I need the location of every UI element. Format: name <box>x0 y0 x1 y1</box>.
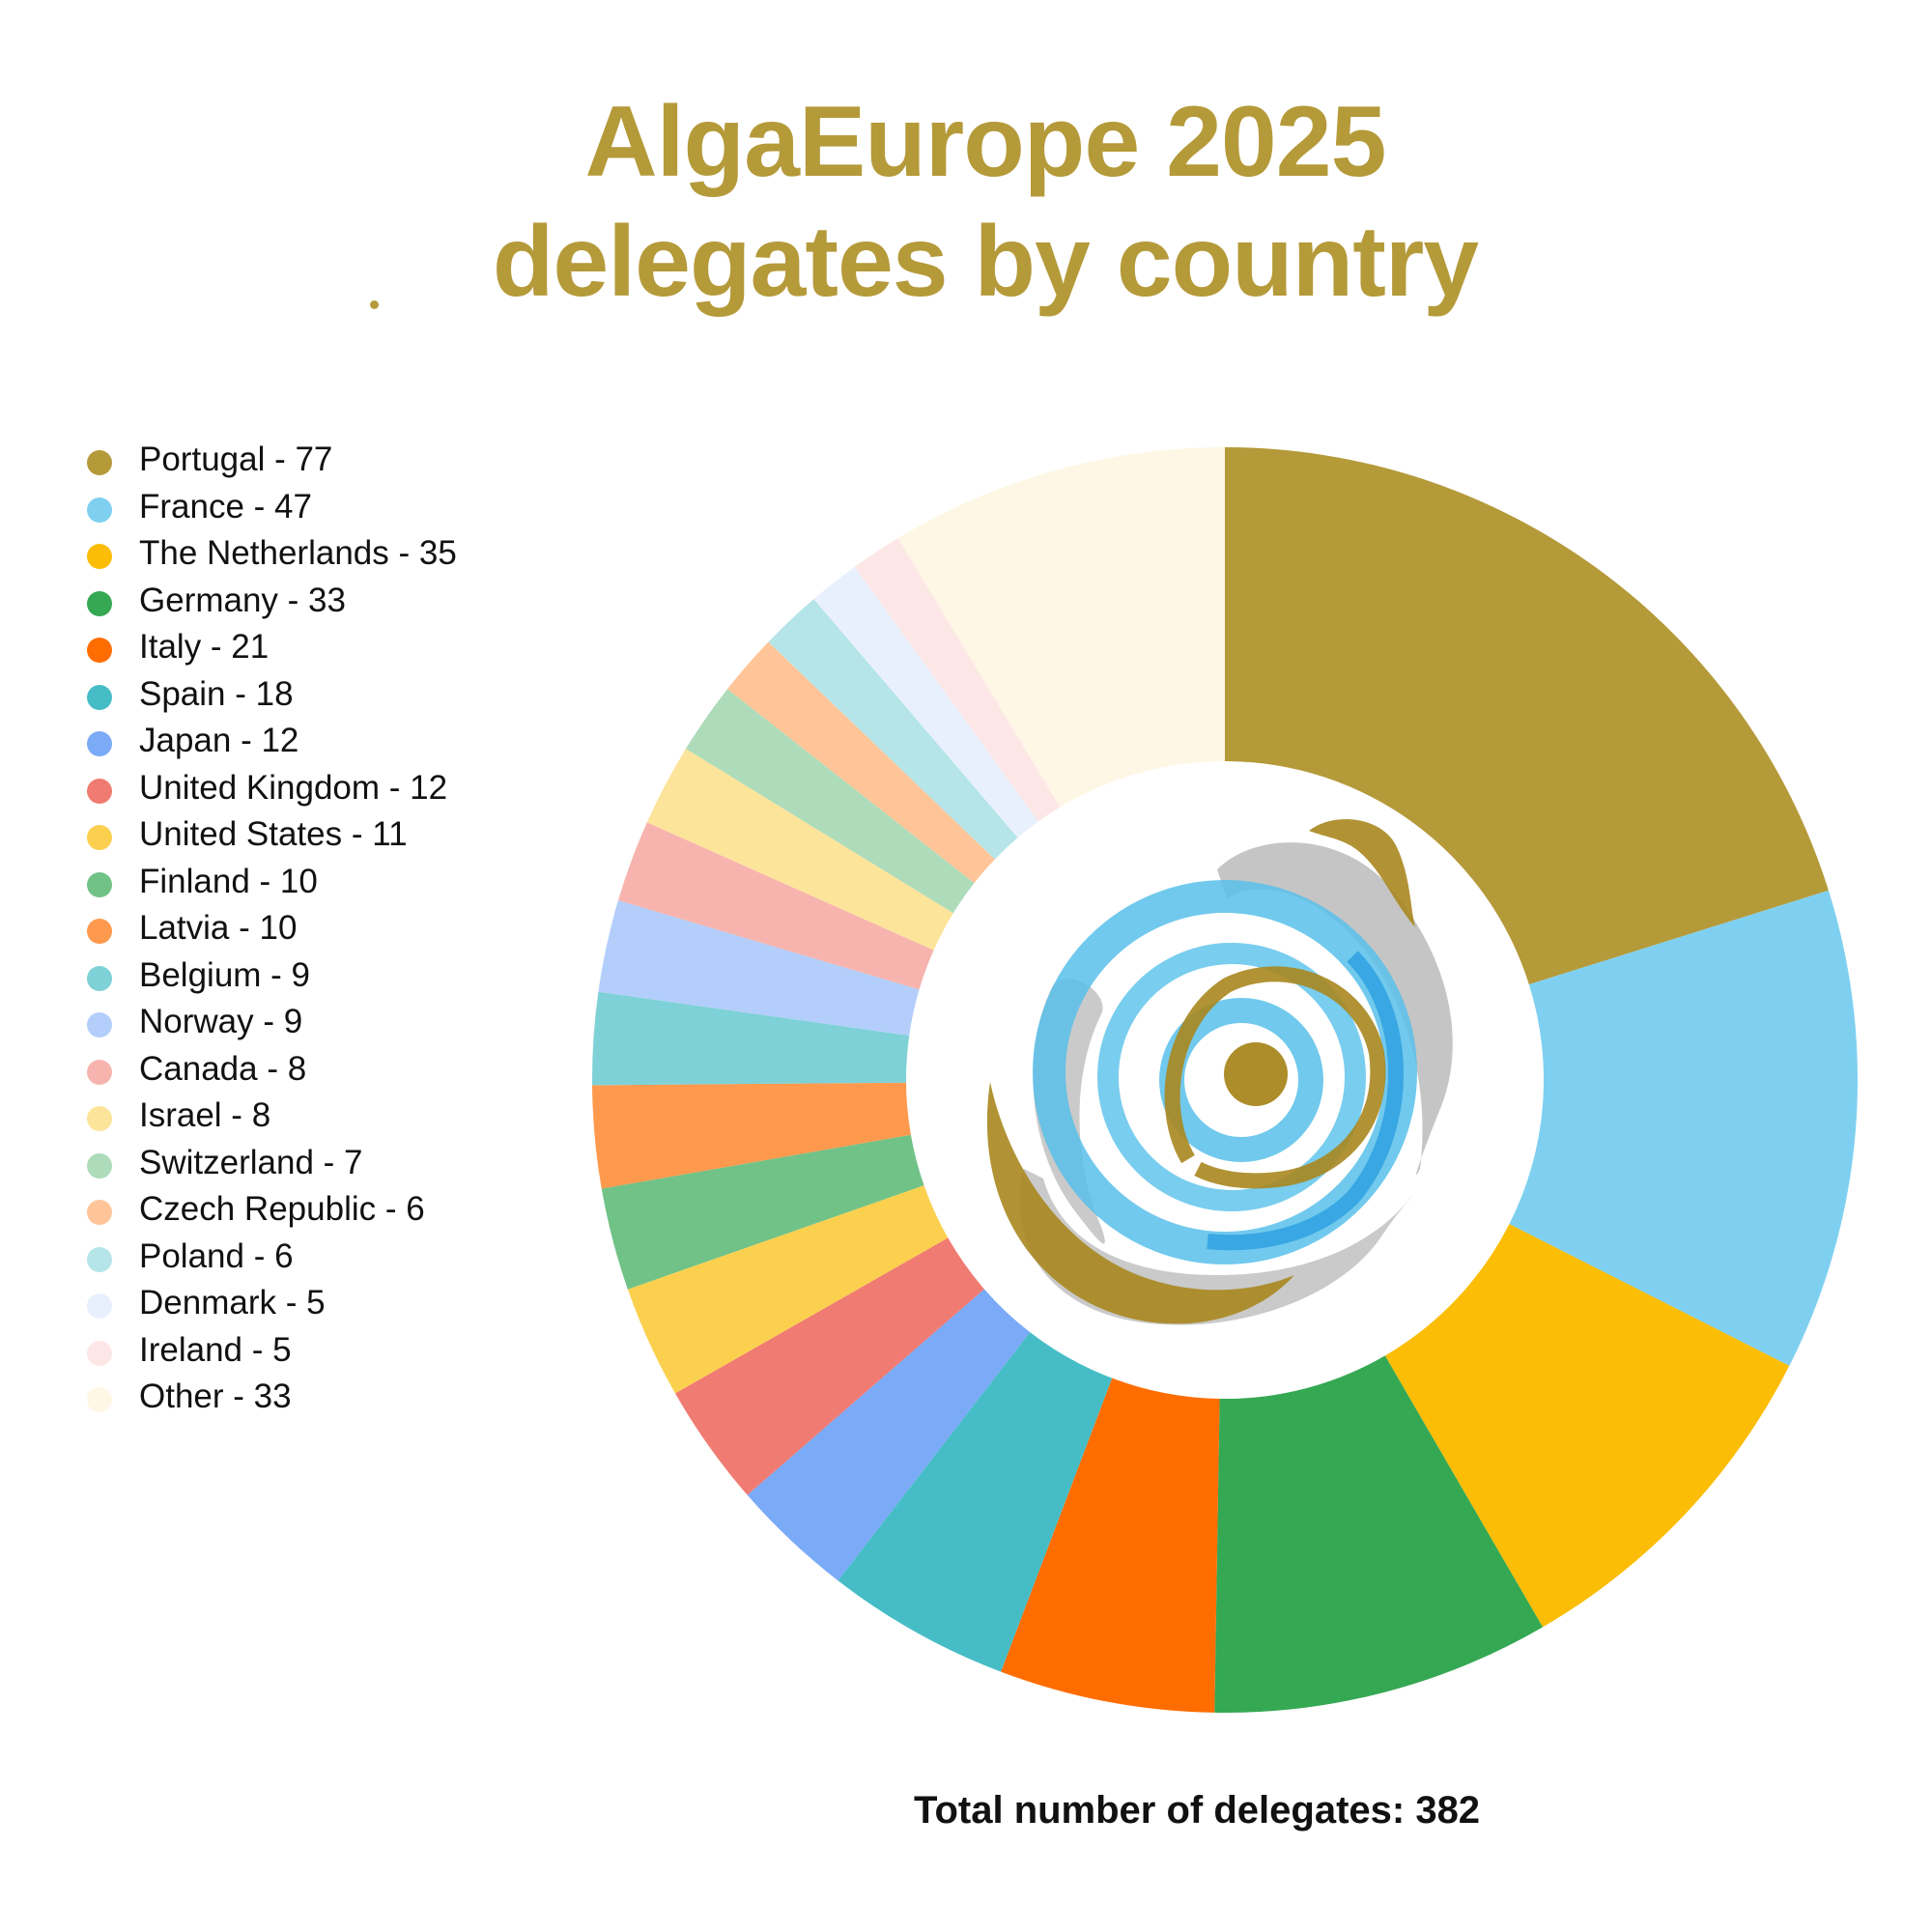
donut-slice-ireland <box>854 538 1061 822</box>
legend-swatch <box>87 965 112 991</box>
legend-swatch <box>87 1012 112 1037</box>
legend-swatch <box>87 731 112 756</box>
legend-label: Other - 33 <box>139 1378 292 1415</box>
legend-swatch <box>87 1059 112 1085</box>
legend-label: Poland - 6 <box>139 1236 294 1275</box>
legend-swatch <box>87 638 112 663</box>
logo-gold-swirl-bottom <box>986 1082 1294 1324</box>
legend-swatch <box>87 919 112 944</box>
logo-gold-center <box>1224 1042 1288 1106</box>
legend-label: France - 47 <box>139 487 312 526</box>
total-delegates-label: Total number of delegates: 382 <box>914 1789 1481 1832</box>
legend-label: United States - 11 <box>139 815 408 853</box>
donut-slice-belgium <box>592 991 910 1086</box>
legend-swatch <box>87 871 112 897</box>
logo-blue-arc <box>1207 951 1404 1251</box>
legend-label: Czech Republic - 6 <box>139 1190 425 1228</box>
logo-gold-ring <box>1164 966 1386 1189</box>
legend-label: Italy - 21 <box>139 628 270 666</box>
donut-slice-united-kingdom <box>674 1237 984 1495</box>
donut-slices <box>592 447 1858 1713</box>
donut-slice-germany <box>1214 1355 1544 1713</box>
legend-label: Portugal - 77 <box>139 440 333 478</box>
donut-slice-canada <box>617 822 934 990</box>
legend-swatch <box>87 450 112 475</box>
legend-label: Belgium - 9 <box>139 955 311 994</box>
legend-label: Japan - 12 <box>139 722 299 759</box>
legend-label: Spain - 18 <box>139 674 294 713</box>
legend-label: United Kingdom - 12 <box>139 768 448 807</box>
donut-slice-latvia <box>592 1082 911 1189</box>
decorative-dot <box>370 300 379 309</box>
donut-slice-portugal <box>1225 447 1829 985</box>
legend-swatch <box>87 1200 112 1225</box>
legend-swatch <box>87 1152 112 1179</box>
legend-label: Latvia - 10 <box>139 909 298 947</box>
legend-label: Finland - 10 <box>139 862 318 900</box>
legend-swatch <box>87 778 112 804</box>
legend-label: Norway - 9 <box>139 1003 303 1040</box>
chart-title-line-1: AlgaEurope 2025 <box>584 86 1387 198</box>
legend-swatch <box>87 544 112 569</box>
legend-swatch <box>87 825 112 850</box>
logo-gold-swirl-top <box>1309 819 1415 927</box>
chart-title-line-2: delegates by country <box>492 206 1479 318</box>
legend-swatch <box>87 684 112 710</box>
logo-gray-swirl-outer <box>1217 842 1453 1176</box>
donut-slice-the-netherlands <box>1384 1224 1790 1628</box>
donut-slice-israel <box>646 749 953 951</box>
logo-blue-ring-mid <box>1097 943 1366 1211</box>
legend-label: Israel - 8 <box>139 1096 271 1134</box>
legend-label: Germany - 33 <box>139 581 346 619</box>
legend-label: Ireland - 5 <box>139 1330 292 1369</box>
legend-swatch <box>87 1246 112 1272</box>
donut-slice-spain <box>838 1332 1113 1672</box>
donut-slice-poland <box>768 599 1018 860</box>
donut-slice-finland <box>601 1134 924 1290</box>
donut-slice-france <box>1509 890 1858 1366</box>
donut-slice-norway <box>598 900 920 1037</box>
center-swirl-logo <box>986 819 1453 1325</box>
legend-label: Canada - 8 <box>139 1049 307 1088</box>
legend-label: Denmark - 5 <box>139 1284 326 1321</box>
legend-label: The Netherlands - 35 <box>139 534 457 572</box>
chart-title: AlgaEurope 2025 delegates by country <box>0 82 1932 322</box>
donut-slice-czech-republic <box>727 641 995 884</box>
legend-swatch <box>87 1293 112 1319</box>
legend-swatch <box>87 1340 112 1366</box>
legend-label: Switzerland - 7 <box>139 1143 363 1181</box>
donut-slice-denmark <box>813 566 1038 838</box>
donut-slice-switzerland <box>685 689 975 914</box>
legend-swatch <box>87 1106 112 1131</box>
donut-slice-italy <box>1001 1378 1220 1713</box>
legend-swatch <box>87 590 112 616</box>
donut-slice-japan <box>747 1289 1031 1581</box>
legend-swatch <box>87 497 112 523</box>
donut-slice-united-states <box>627 1185 949 1394</box>
legend-swatch <box>87 1387 112 1412</box>
donut-slice-other <box>897 447 1225 808</box>
